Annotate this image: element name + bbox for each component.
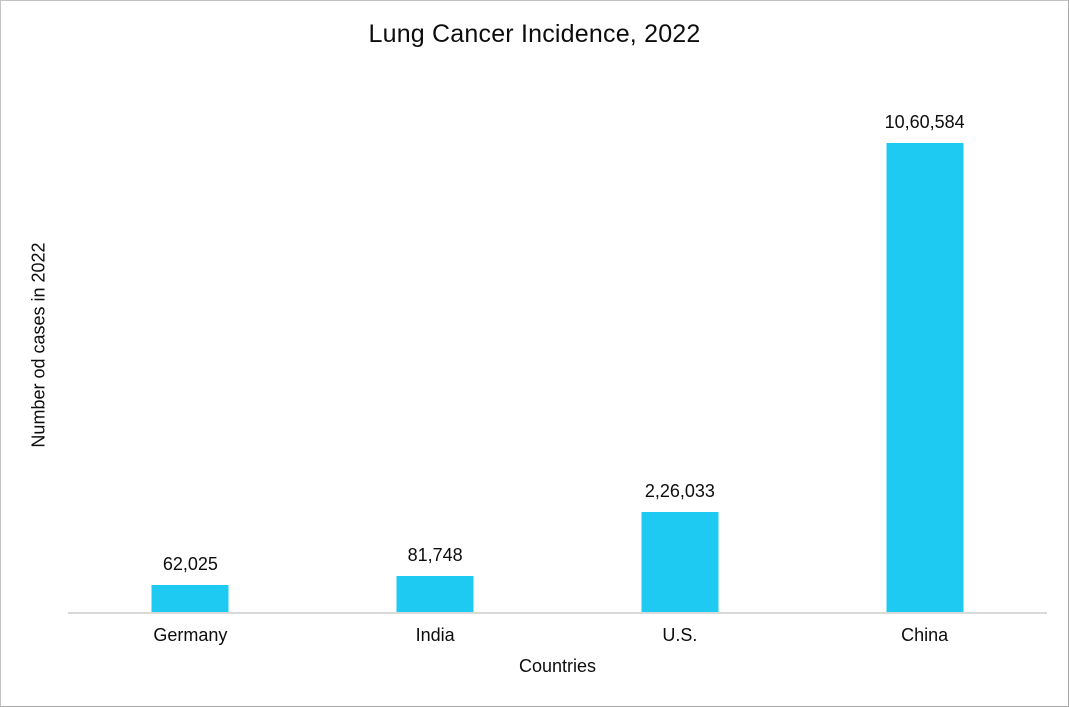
bar	[396, 575, 474, 612]
data-label: 62,025	[162, 553, 218, 574]
x-axis-title: Countries	[518, 656, 597, 676]
bar-group: 10,60,584 China	[802, 112, 1047, 645]
data-label: 2,26,033	[644, 481, 715, 502]
plot-area: 62,025 Germany 81,748 India 2,26,033 U.S. 10,6…	[68, 112, 1047, 645]
bar	[641, 512, 719, 612]
chart-title: Lung Cancer Incidence, 2022	[368, 20, 701, 48]
category-label: U.S.	[662, 625, 698, 645]
category-label: Germany	[153, 625, 228, 645]
bar	[151, 584, 229, 612]
bar-group: 81,748 India	[313, 143, 558, 645]
category-label: India	[415, 625, 455, 645]
category-label: China	[901, 625, 949, 645]
data-label: 81,748	[407, 544, 463, 565]
data-label: 10,60,584	[884, 112, 965, 132]
bar-group: 62,025 Germany	[68, 143, 313, 645]
bar	[886, 143, 964, 612]
bar-group: 2,26,033 U.S.	[558, 143, 803, 645]
y-axis-title: Number od cases in 2022	[28, 242, 49, 448]
